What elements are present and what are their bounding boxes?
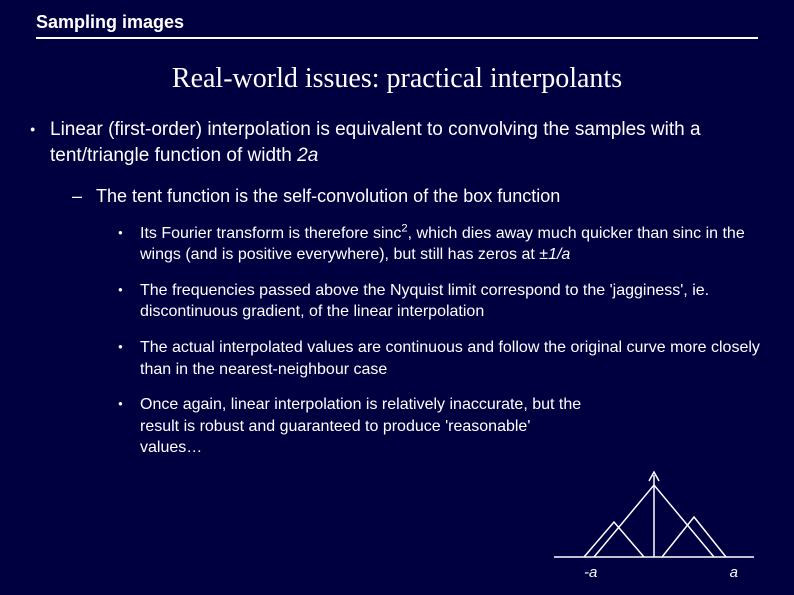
slide-header: Sampling images <box>0 0 794 45</box>
bullet-l3-item-2: The frequencies passed above the Nyquist… <box>140 280 764 323</box>
header-divider <box>36 37 758 39</box>
diagram-svg <box>554 467 754 577</box>
bullet-l1-text-b: 2a <box>297 145 318 166</box>
l3-1-c: ±1/a <box>539 246 570 263</box>
tent-function-diagram: -a a <box>554 467 754 577</box>
slide-content: Linear (first-order) interpolation is eq… <box>0 117 794 459</box>
bullet-list-l3: Its Fourier transform is therefore sinc2… <box>96 223 764 459</box>
bullet-l3-item-4: Once again, linear interpolation is rela… <box>140 394 764 459</box>
slide-title: Real-world issues: practical interpolant… <box>0 63 794 95</box>
header-title: Sampling images <box>36 12 758 33</box>
axis-label-neg-a: -a <box>584 564 597 581</box>
bullet-l1-item: Linear (first-order) interpolation is eq… <box>50 117 764 459</box>
axis-label-pos-a: a <box>730 564 738 581</box>
bullet-list-l1: Linear (first-order) interpolation is eq… <box>28 117 764 459</box>
bullet-l1-text-a: Linear (first-order) interpolation is eq… <box>50 119 701 166</box>
bullet-l3-item-3: The actual interpolated values are conti… <box>140 337 764 380</box>
l3-1-a: Its Fourier transform is therefore sinc <box>140 225 401 242</box>
small-left-triangle <box>584 522 644 557</box>
bullet-l2-text: The tent function is the self-convolutio… <box>96 186 560 206</box>
small-right-triangle <box>662 517 726 557</box>
bullet-l2-item: The tent function is the self-convolutio… <box>96 184 764 459</box>
bullet-list-l2: The tent function is the self-convolutio… <box>50 184 764 459</box>
bullet-l3-item-1: Its Fourier transform is therefore sinc2… <box>140 223 764 266</box>
